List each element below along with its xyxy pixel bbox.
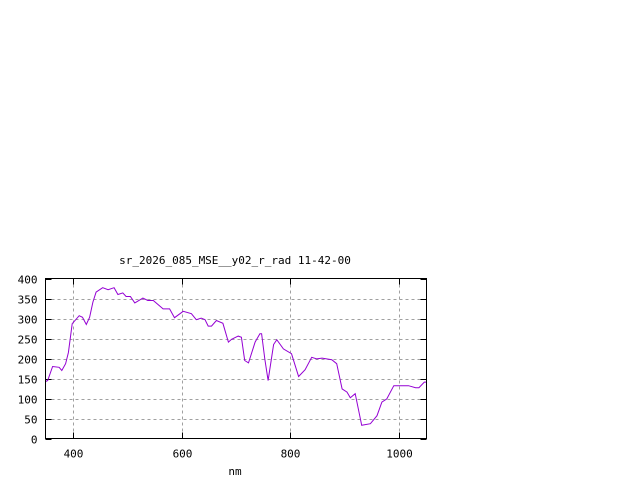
y-tick-label: 50 bbox=[24, 414, 37, 427]
y-tick-label: 100 bbox=[18, 394, 38, 407]
y-tick-label: 150 bbox=[18, 374, 38, 387]
y-tick-label: 0 bbox=[31, 434, 38, 447]
series-line bbox=[45, 287, 427, 426]
x-axis-label: nm bbox=[228, 465, 242, 478]
plot-border bbox=[45, 278, 427, 439]
axis-ticks: 0 50 100 150 200 250 300 350 400 400 600 800 1000 bbox=[18, 274, 427, 461]
chart-title: sr_2026_085_MSE__y02_r_rad 11-42-00 bbox=[119, 254, 351, 267]
y-tick-label: 350 bbox=[18, 294, 38, 307]
x-tick-label: 400 bbox=[64, 448, 84, 461]
x-tick-label: 800 bbox=[281, 448, 301, 461]
y-tick-label: 200 bbox=[18, 354, 38, 367]
y-tick-label: 400 bbox=[18, 274, 38, 287]
y-tick-label: 300 bbox=[18, 314, 38, 327]
x-tick-label: 1000 bbox=[386, 448, 413, 461]
x-tick-label: 600 bbox=[173, 448, 193, 461]
y-tick-label: 250 bbox=[18, 334, 38, 347]
grid bbox=[45, 278, 427, 439]
